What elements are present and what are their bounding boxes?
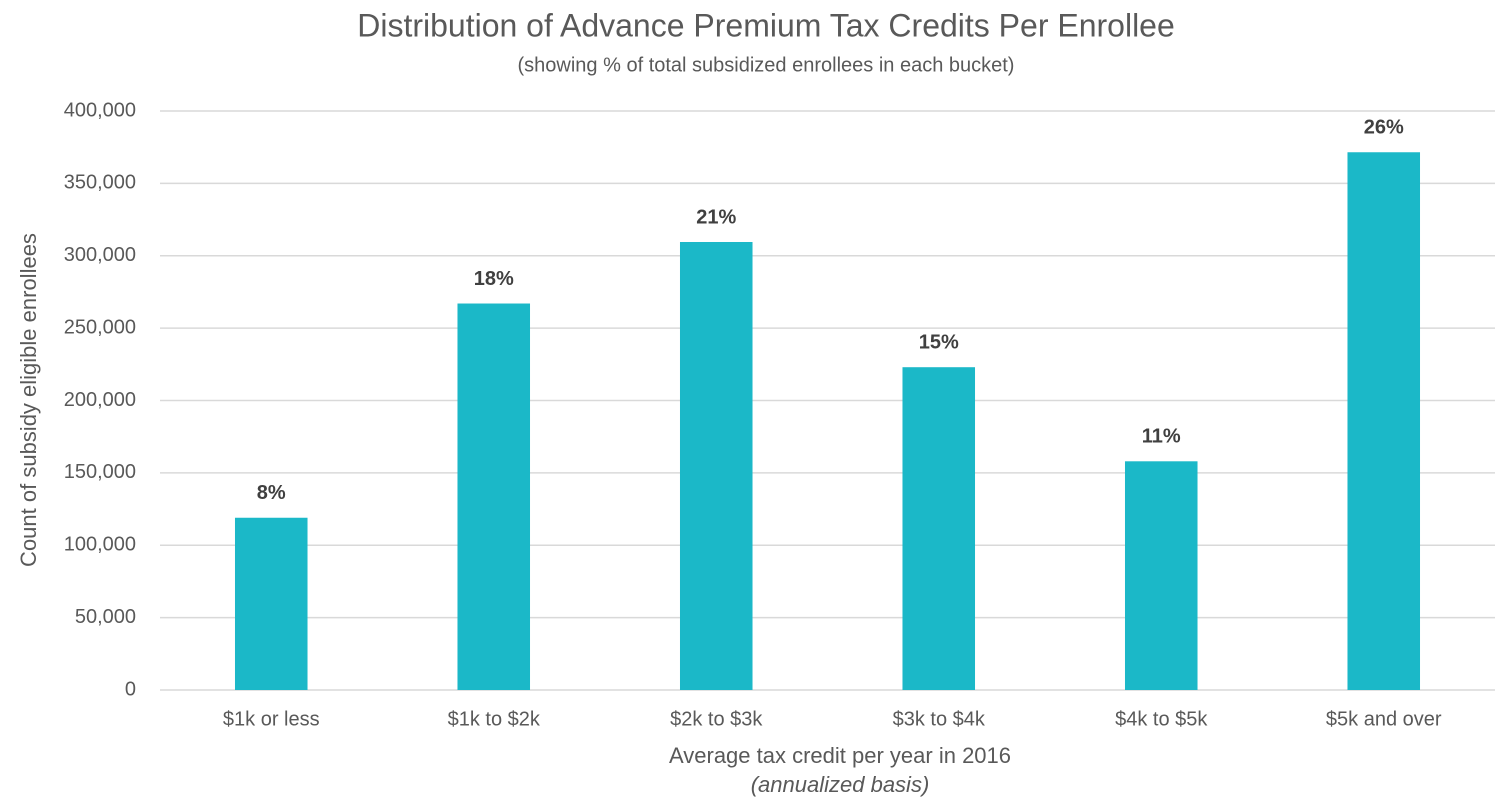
bar bbox=[902, 367, 976, 690]
data-label: 18% bbox=[474, 268, 514, 290]
x-tick-label: $4k to $5k bbox=[1115, 708, 1208, 730]
x-axis-title: Average tax credit per year in 2016 bbox=[669, 743, 1011, 768]
y-tick-label: 300,000 bbox=[64, 244, 136, 266]
y-tick-label: 150,000 bbox=[64, 461, 136, 483]
y-tick-label: 200,000 bbox=[64, 389, 136, 411]
x-tick-label: $1k to $2k bbox=[448, 708, 541, 730]
x-tick-label: $5k and over bbox=[1326, 708, 1442, 730]
y-tick-label: 400,000 bbox=[64, 99, 136, 121]
bar bbox=[234, 517, 308, 690]
data-label: 21% bbox=[696, 206, 736, 228]
x-tick-label: $2k to $3k bbox=[670, 708, 763, 730]
y-axis-title: Count of subsidy eligible enrollees bbox=[16, 233, 41, 567]
bar bbox=[1124, 461, 1198, 690]
data-label: 26% bbox=[1364, 117, 1404, 139]
y-tick-label: 250,000 bbox=[64, 316, 136, 338]
y-tick-label: 0 bbox=[125, 678, 136, 700]
chart-title: Distribution of Advance Premium Tax Cred… bbox=[357, 7, 1175, 43]
y-tick-label: 100,000 bbox=[64, 534, 136, 556]
y-tick-label: 350,000 bbox=[64, 172, 136, 194]
x-tick-label: $1k or less bbox=[223, 708, 320, 730]
bar bbox=[1347, 152, 1421, 690]
chart-subtitle: (showing % of total subsidized enrollees… bbox=[518, 54, 1015, 76]
data-label: 15% bbox=[919, 331, 959, 353]
x-axis-note: (annualized basis) bbox=[751, 772, 930, 797]
y-tick-label: 50,000 bbox=[75, 606, 136, 628]
data-label: 11% bbox=[1142, 426, 1181, 448]
bar bbox=[679, 241, 753, 690]
x-tick-label: $3k to $4k bbox=[893, 708, 986, 730]
data-label: 8% bbox=[257, 482, 286, 504]
bar bbox=[457, 303, 531, 690]
